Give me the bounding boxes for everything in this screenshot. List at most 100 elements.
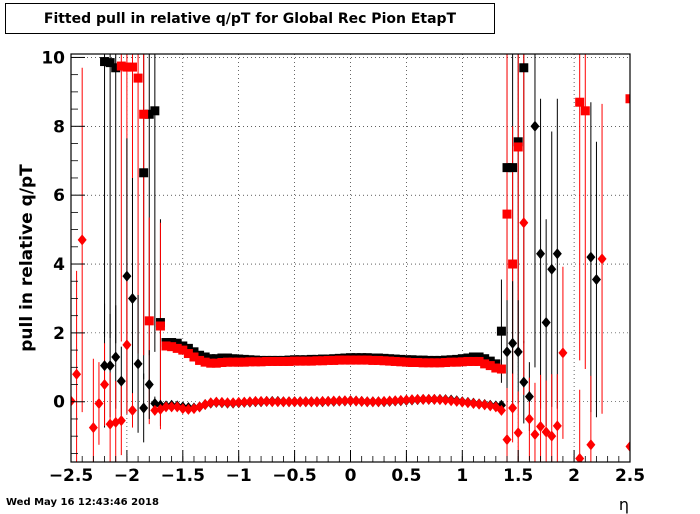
diamond-marker <box>552 420 562 432</box>
diamond-marker <box>71 395 76 407</box>
diamond-marker <box>144 379 154 391</box>
square-marker <box>351 355 361 365</box>
diamond-marker <box>178 403 188 415</box>
diamond-marker <box>401 394 411 406</box>
square-marker <box>133 73 143 83</box>
square-marker <box>474 356 484 366</box>
square-marker <box>172 338 182 348</box>
square-marker <box>508 163 518 173</box>
diamond-marker <box>306 396 316 408</box>
square-marker <box>318 356 328 366</box>
square-marker <box>312 356 322 366</box>
diamond-marker <box>591 274 601 286</box>
diamond-marker <box>250 395 260 407</box>
x-tick-label: −0.5 <box>272 466 316 486</box>
diamond-marker <box>150 404 160 416</box>
diamond-marker <box>457 396 467 408</box>
y-tick-label: 4 <box>53 255 65 275</box>
y-axis-label: pull in relative q/pT <box>17 164 37 352</box>
square-marker <box>127 62 137 72</box>
square-marker <box>418 358 428 368</box>
square-marker <box>334 355 344 365</box>
square-marker <box>580 106 590 116</box>
square-marker <box>178 345 188 355</box>
diamond-marker <box>362 396 372 408</box>
diamond-marker <box>429 393 439 405</box>
square-marker <box>496 326 506 336</box>
square-marker <box>217 357 227 367</box>
square-marker <box>144 316 154 326</box>
footer-timestamp: Wed May 16 12:43:46 2018 <box>6 497 159 508</box>
square-marker <box>172 343 182 353</box>
square-marker <box>413 357 423 367</box>
square-marker <box>424 358 434 368</box>
diamond-marker <box>329 395 339 407</box>
square-marker <box>373 355 383 365</box>
x-tick-label: 1.5 <box>503 466 533 486</box>
square-marker <box>480 354 490 364</box>
x-tick-label: −1 <box>226 466 252 486</box>
square-marker <box>625 94 630 104</box>
x-tick-label: −1.5 <box>161 466 205 486</box>
diamond-marker <box>167 401 177 413</box>
square-marker <box>267 356 277 366</box>
square-marker <box>513 137 523 147</box>
x-tick-label: 2 <box>568 466 580 486</box>
square-marker <box>105 58 115 68</box>
diamond-marker <box>256 395 266 407</box>
diamond-marker <box>468 397 478 409</box>
square-marker <box>301 356 311 366</box>
square-marker <box>435 358 445 368</box>
square-marker <box>200 357 210 367</box>
diamond-marker <box>547 430 557 442</box>
square-marker <box>139 168 149 178</box>
square-marker <box>496 364 506 374</box>
diamond-marker <box>217 396 227 408</box>
square-marker <box>290 356 300 366</box>
diamond-marker <box>245 396 255 408</box>
square-marker <box>295 356 305 366</box>
diamond-marker <box>530 428 540 440</box>
diamond-marker <box>183 403 193 415</box>
diamond-marker <box>290 396 300 408</box>
square-marker <box>161 341 171 351</box>
diamond-marker <box>396 394 406 406</box>
diamond-marker <box>407 394 417 406</box>
diamond-marker <box>541 317 551 329</box>
square-marker <box>167 342 177 352</box>
diamond-marker <box>524 391 534 403</box>
diamond-marker <box>334 395 344 407</box>
x-tick-label: −2 <box>114 466 140 486</box>
square-marker <box>446 357 456 367</box>
diamond-marker <box>133 358 143 370</box>
axes: −2.5 −2 −1.5 −1 −0.5 0 0.5 1 1.5 2 2.5 0 2 4 6 8 10 <box>41 48 645 486</box>
diamond-marker <box>357 395 367 407</box>
square-marker <box>429 358 439 368</box>
diamond-marker <box>435 394 445 406</box>
diamond-marker <box>547 263 557 275</box>
square-marker <box>357 355 367 365</box>
diamond-marker <box>206 397 216 409</box>
diamond-marker <box>446 395 456 407</box>
y-tick-label: 8 <box>53 117 65 137</box>
square-marker <box>463 356 473 366</box>
diamond-marker <box>536 421 546 433</box>
diamond-marker <box>485 400 495 412</box>
square-marker <box>485 361 495 371</box>
square-marker <box>340 355 350 365</box>
diamond-marker <box>558 347 568 359</box>
diamond-marker <box>295 396 305 408</box>
diamond-marker <box>228 397 238 409</box>
square-marker <box>401 357 411 367</box>
diamond-marker <box>88 422 98 434</box>
diamond-marker <box>441 394 451 406</box>
square-marker <box>183 349 193 359</box>
diamond-marker <box>368 396 378 408</box>
square-marker <box>513 142 523 152</box>
diamond-marker <box>262 395 272 407</box>
square-marker <box>368 355 378 365</box>
square-marker <box>223 357 233 367</box>
square-marker <box>441 357 451 367</box>
diamond-marker <box>536 248 546 260</box>
diamond-marker <box>351 395 361 407</box>
